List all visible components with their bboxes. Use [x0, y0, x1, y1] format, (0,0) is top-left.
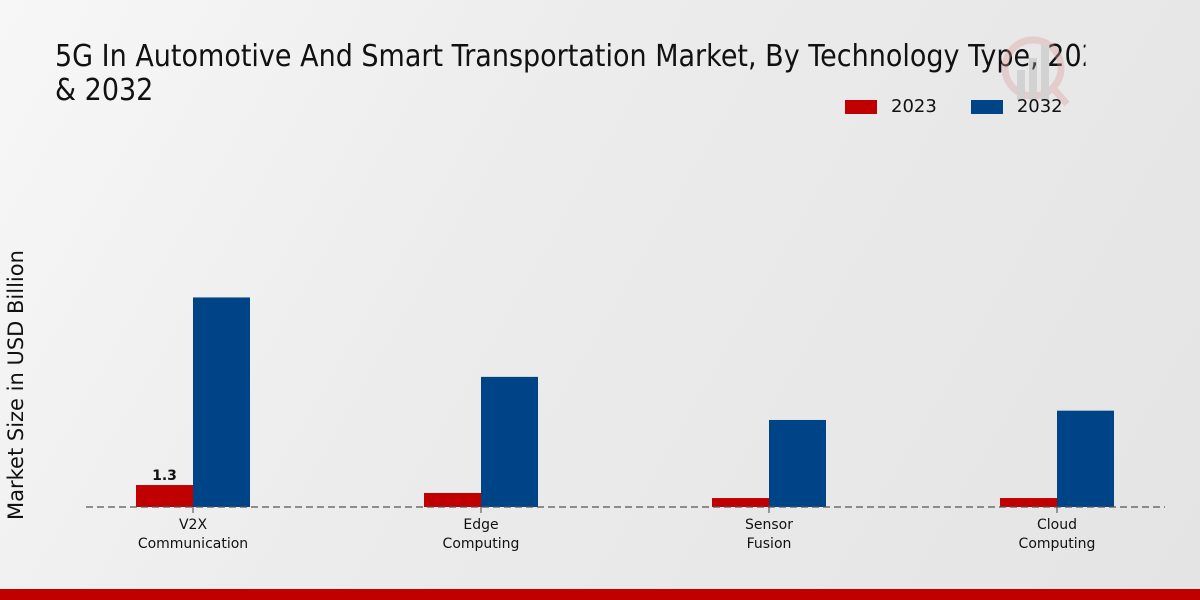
x-tick-label-0-line1: V2X [179, 517, 207, 533]
bar-2023-2 [712, 498, 769, 507]
footer-bar [0, 589, 1200, 600]
data-label-0: 1.3 [152, 468, 177, 484]
bar-2023-0 [136, 485, 193, 507]
x-tick-label-1-line2: Computing [443, 536, 520, 552]
bar-2023-3 [1000, 498, 1057, 507]
chart-title: 5G In Automotive And Smart Transportatio… [55, 40, 1086, 108]
legend-swatch-2032 [970, 99, 1003, 114]
x-tick-label-3-line2: Computing [1019, 536, 1096, 552]
bar-2032-3 [1057, 410, 1114, 507]
chart-title-line2: & 2032 [55, 73, 154, 108]
x-tick-label-3-line1: Cloud [1037, 517, 1077, 533]
bar-2023-1 [424, 492, 481, 507]
x-tick-label-0-line2: Communication [138, 536, 248, 552]
legend-swatch-2023 [845, 99, 877, 114]
bar-2032-0 [193, 297, 250, 507]
bar-2032-2 [769, 419, 826, 507]
x-tick-label-2-line1: Sensor [745, 517, 793, 533]
legend-label-2023: 2023 [891, 96, 937, 117]
legend-item-2023: 2023 [845, 96, 937, 117]
legend-item-2032: 2032 [970, 96, 1063, 117]
x-tick-label-2-line2: Fusion [747, 536, 792, 552]
bar-2032-1 [481, 376, 538, 507]
legend: 2023 2032 [845, 96, 1063, 117]
watermark-logo-icon [1001, 36, 1070, 107]
legend-label-2032: 2032 [1016, 96, 1063, 117]
chart-title-line1: 5G In Automotive And Smart Transportatio… [55, 40, 1086, 74]
x-tick-label-1-line1: Edge [463, 517, 498, 533]
